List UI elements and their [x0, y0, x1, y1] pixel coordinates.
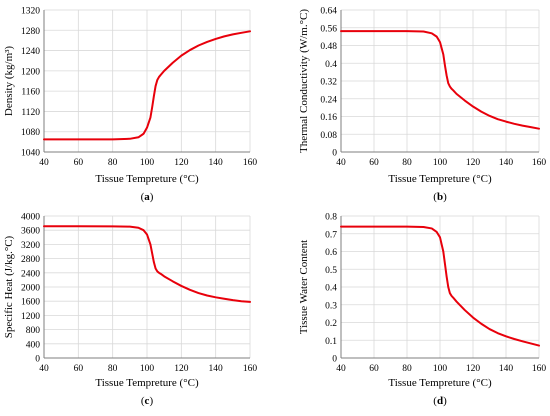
y-tick-label: 0.64 — [320, 7, 337, 17]
x-tick-label: 160 — [532, 364, 547, 374]
y-tick-label: 0.7 — [325, 230, 337, 240]
y-axis-title: Density (kg/m³) — [3, 46, 15, 117]
series-line — [340, 30, 540, 130]
x-tick-label: 60 — [74, 364, 84, 374]
y-tick-label: 1040 — [21, 149, 40, 159]
x-tick-label: 120 — [466, 364, 481, 374]
y-tick-label: 0.4 — [325, 60, 337, 70]
y-tick-label: 1320 — [21, 7, 40, 17]
y-tick-label: 0 — [35, 355, 40, 365]
series-line — [340, 225, 540, 347]
panel-caption: (a) — [141, 191, 154, 203]
x-tick-label: 120 — [174, 158, 189, 168]
panel-caption: (c) — [141, 395, 154, 407]
x-tick-label: 140 — [499, 364, 514, 374]
y-tick-label: 0.1 — [325, 337, 337, 347]
y-tick-label: 0.4 — [325, 284, 337, 294]
y-tick-label: 0.5 — [325, 266, 337, 276]
y-axis-title: Tissue Water Content — [298, 240, 310, 334]
y-axis-title: Thermal Conductivity (W/m.°C) — [298, 9, 310, 153]
y-tick-label: 0.2 — [325, 319, 337, 329]
x-tick-label: 100 — [140, 364, 155, 374]
y-tick-label: 1280 — [21, 27, 40, 37]
y-axis-title: Specific Heat (J/kg.°C) — [3, 235, 15, 338]
y-tick-label: 400 — [26, 340, 41, 350]
x-tick-label: 80 — [108, 364, 118, 374]
y-tick-label: 0.08 — [320, 131, 337, 141]
x-tick-label: 40 — [336, 158, 346, 168]
x-axis-title: Tissue Tempreture (°C) — [388, 377, 492, 389]
x-tick-label: 80 — [402, 158, 412, 168]
y-tick-label: 2800 — [21, 255, 40, 265]
x-tick-label: 60 — [369, 364, 379, 374]
x-tick-label: 60 — [74, 158, 84, 168]
x-tick-label: 60 — [369, 158, 379, 168]
y-tick-label: 0.16 — [320, 113, 337, 123]
y-tick-label: 0 — [332, 149, 337, 159]
x-tick-label: 140 — [209, 158, 224, 168]
x-tick-label: 100 — [433, 158, 448, 168]
x-tick-label: 160 — [532, 158, 547, 168]
panel-caption: (d) — [433, 395, 447, 407]
y-tick-label: 800 — [26, 326, 41, 336]
panel-caption-letter: d — [437, 395, 443, 407]
chart-panel-d: 0 0.1 0.2 0.3 0.4 0.5 0.6 0.7 0.8 40 60 80 100 120 140… — [298, 213, 546, 408]
y-tick-label: 1600 — [21, 298, 40, 308]
x-tick-label: 120 — [466, 158, 481, 168]
panel-caption-letter: b — [437, 191, 443, 203]
x-tick-label: 80 — [108, 158, 118, 168]
x-tick-label: 100 — [433, 364, 448, 374]
x-tick-label: 40 — [39, 158, 49, 168]
y-tick-label: 1080 — [21, 128, 40, 138]
panel-caption: (b) — [433, 191, 447, 203]
x-axis-title: Tissue Tempreture (°C) — [95, 173, 199, 185]
y-tick-label: 0.8 — [325, 213, 337, 223]
y-tick-label: 3200 — [21, 241, 40, 251]
y-tick-label: 0.56 — [320, 24, 337, 34]
x-tick-label: 120 — [174, 364, 189, 374]
y-tick-label: 0.6 — [325, 248, 337, 258]
chart-panel-a: 1040 1080 1120 1160 1200 1240 1280 1320 40 60 80 10… — [3, 7, 257, 204]
y-tick-label: 1120 — [21, 108, 40, 118]
y-tick-label: 2000 — [21, 284, 40, 294]
x-tick-label: 40 — [39, 364, 49, 374]
x-tick-label: 80 — [402, 364, 412, 374]
y-tick-label: 0 — [332, 355, 337, 365]
x-tick-label: 40 — [336, 364, 346, 374]
y-tick-label: 4000 — [21, 213, 40, 223]
chart-panel-c: 0 400 800 1200 1600 2000 2400 2800 3200 3600 4000 4… — [3, 213, 257, 408]
y-tick-label: 1160 — [21, 88, 40, 98]
x-tick-label: 140 — [209, 364, 224, 374]
y-tick-label: 2400 — [21, 269, 40, 279]
panel-caption-letter: c — [145, 395, 150, 407]
x-tick-label: 100 — [140, 158, 155, 168]
y-tick-label: 0.32 — [320, 78, 337, 88]
x-axis-title: Tissue Tempreture (°C) — [95, 377, 199, 389]
x-tick-label: 140 — [499, 158, 514, 168]
y-tick-label: 1200 — [21, 67, 40, 77]
y-tick-label: 1200 — [21, 312, 40, 322]
y-tick-label: 0.24 — [320, 95, 337, 105]
y-tick-label: 1240 — [21, 47, 40, 57]
x-tick-label: 160 — [243, 364, 258, 374]
x-axis-title: Tissue Tempreture (°C) — [388, 173, 492, 185]
series-line — [43, 225, 251, 303]
y-tick-label: 3600 — [21, 227, 40, 237]
chart-panel-b: 0 0.08 0.16 0.24 0.32 0.4 0.48 0.56 0.64 40 60 80 10… — [298, 7, 546, 204]
y-tick-label: 0.48 — [320, 42, 337, 52]
x-tick-label: 160 — [243, 158, 258, 168]
panel-caption-letter: a — [144, 191, 150, 203]
series-line — [43, 30, 251, 141]
y-tick-label: 0.3 — [325, 301, 337, 311]
